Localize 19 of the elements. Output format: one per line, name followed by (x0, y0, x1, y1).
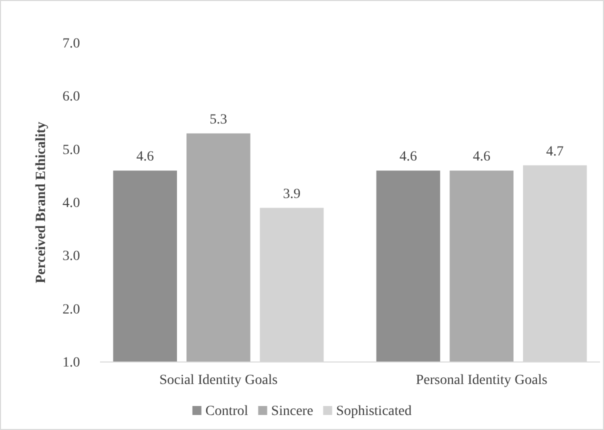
y-tick-label: 1.0 (62, 355, 80, 370)
x-tick-label: Personal Identity Goals (416, 372, 548, 388)
legend-label: Control (205, 404, 248, 419)
y-tick-label: 6.0 (62, 90, 80, 105)
x-tick-label: Social Identity Goals (159, 372, 278, 388)
y-tick-label: 4.0 (62, 196, 80, 211)
data-label: 4.6 (399, 150, 417, 165)
data-label: 3.9 (283, 186, 301, 202)
legend-label: Sophisticated (336, 404, 412, 419)
y-tick-label: 7.0 (62, 36, 80, 52)
y-tick-label: 3.0 (62, 249, 80, 264)
data-label: 5.3 (210, 112, 228, 128)
y-axis-title: Perceived Brand Ethicality (34, 122, 49, 284)
legend-label: Sincere (271, 404, 314, 419)
data-label: 4.6 (472, 150, 490, 165)
data-label: 4.6 (136, 150, 154, 165)
data-label: 4.7 (546, 144, 564, 160)
y-tick-label: 2.0 (62, 302, 80, 318)
y-tick-label: 5.0 (62, 142, 80, 158)
